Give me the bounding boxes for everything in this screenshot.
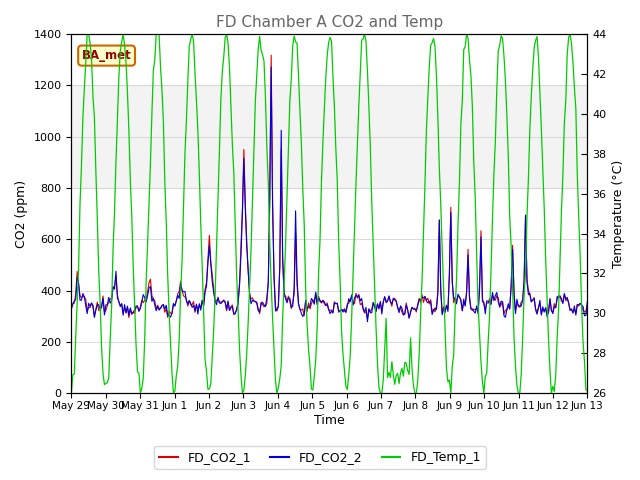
X-axis label: Time: Time	[314, 414, 345, 427]
Legend: FD_CO2_1, FD_CO2_2, FD_Temp_1: FD_CO2_1, FD_CO2_2, FD_Temp_1	[154, 446, 486, 469]
Text: BA_met: BA_met	[82, 49, 131, 62]
Title: FD Chamber A CO2 and Temp: FD Chamber A CO2 and Temp	[216, 15, 443, 30]
Y-axis label: Temperature (°C): Temperature (°C)	[612, 159, 625, 268]
Y-axis label: CO2 (ppm): CO2 (ppm)	[15, 180, 28, 248]
Bar	[72, 85, 588, 188]
